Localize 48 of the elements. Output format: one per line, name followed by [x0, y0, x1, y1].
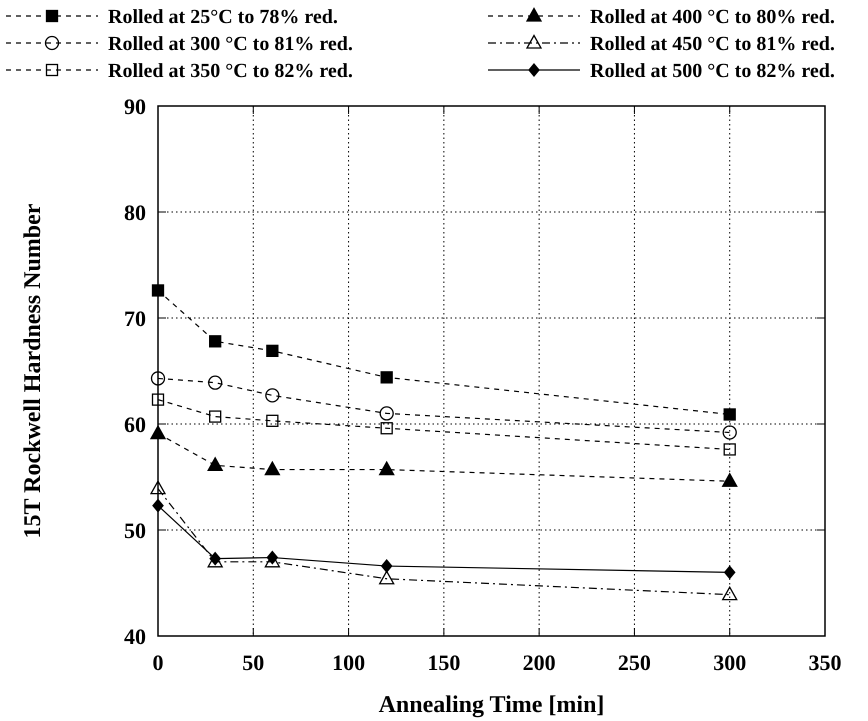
- point: [209, 335, 222, 348]
- legend-label: Rolled at 400 °C to 80% red.: [590, 6, 835, 28]
- y-tick-label: 50: [124, 518, 146, 543]
- y-tick-label: 80: [124, 200, 146, 225]
- point: [379, 461, 394, 476]
- point: [150, 425, 166, 440]
- x-tick-label: 0: [152, 650, 164, 675]
- point: [724, 566, 736, 580]
- x-tick-label: 300: [713, 650, 746, 675]
- point: [266, 344, 278, 358]
- point: [208, 376, 222, 390]
- x-tick-label: 200: [522, 650, 556, 675]
- point: [208, 457, 223, 471]
- x-axis-title: Annealing Time [min]: [378, 692, 604, 718]
- x-tick-label: 150: [427, 650, 460, 675]
- point: [209, 410, 222, 423]
- point: [380, 422, 393, 434]
- y-tick-label: 40: [124, 624, 146, 649]
- point: [722, 473, 738, 487]
- legend-label: Rolled at 450 °C to 81% red.: [590, 33, 835, 55]
- point: [150, 480, 166, 494]
- point: [152, 393, 164, 406]
- point: [152, 498, 164, 512]
- point: [722, 425, 737, 440]
- point: [150, 371, 166, 386]
- point: [266, 414, 278, 427]
- point: [381, 559, 392, 573]
- point: [152, 284, 164, 297]
- point: [724, 443, 736, 456]
- x-tick-label: 250: [618, 650, 651, 675]
- point: [265, 388, 280, 403]
- legend-label: Rolled at 300 °C to 81% red.: [108, 33, 353, 55]
- point: [380, 406, 394, 421]
- point: [379, 570, 394, 584]
- legend-label: Rolled at 350 °C to 82% red.: [108, 60, 353, 82]
- point: [724, 408, 736, 421]
- legend-label: Rolled at 500 °C to 82% red.: [590, 60, 835, 82]
- y-axis-title: 15T Rockwell Hardness Number: [20, 203, 46, 538]
- x-tick-label: 350: [808, 650, 842, 675]
- point: [722, 586, 738, 600]
- x-tick-label: 100: [332, 650, 366, 675]
- y-tick-label: 60: [124, 412, 146, 437]
- point: [264, 461, 280, 476]
- y-tick-label: 70: [124, 306, 146, 331]
- x-tick-label: 50: [242, 650, 264, 675]
- y-tick-label: 90: [124, 94, 146, 119]
- point: [380, 371, 393, 384]
- legend-label: Rolled at 25°C to 78% red.: [108, 6, 338, 28]
